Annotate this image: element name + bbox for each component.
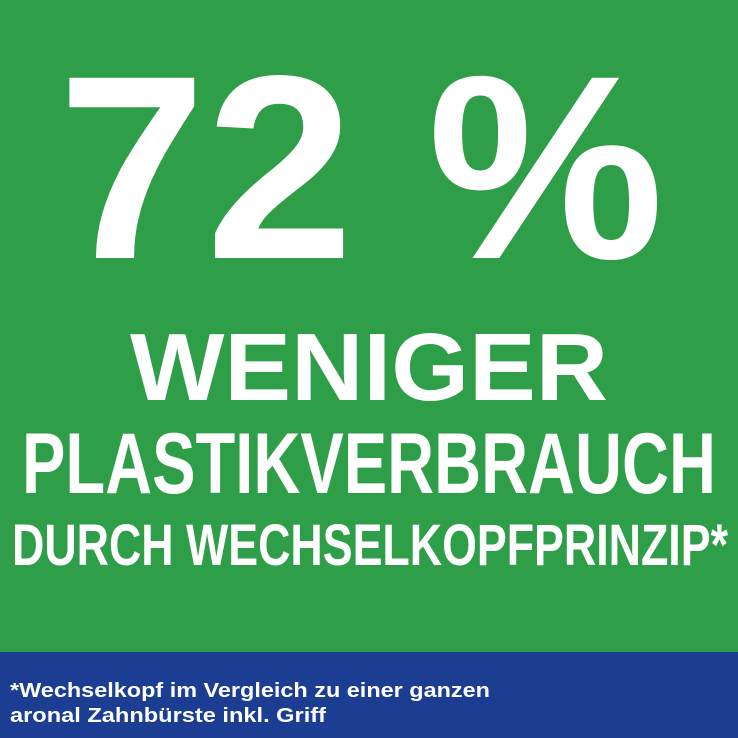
headline-line: PLASTIKVERBRAUCH [22, 416, 716, 512]
footnote-panel [0, 652, 738, 738]
footnote-line: aronal Zahnbürste inkl. Griff [10, 705, 326, 727]
headline-line: WENIGER [130, 314, 608, 421]
headline-line: DURCH WECHSELKOPFPRINZIP* [12, 513, 728, 578]
footnote-line: *Wechselkopf im Vergleich zu einer ganze… [10, 680, 490, 702]
headline-figure: 72 % [58, 21, 664, 314]
green-panel [0, 0, 738, 652]
